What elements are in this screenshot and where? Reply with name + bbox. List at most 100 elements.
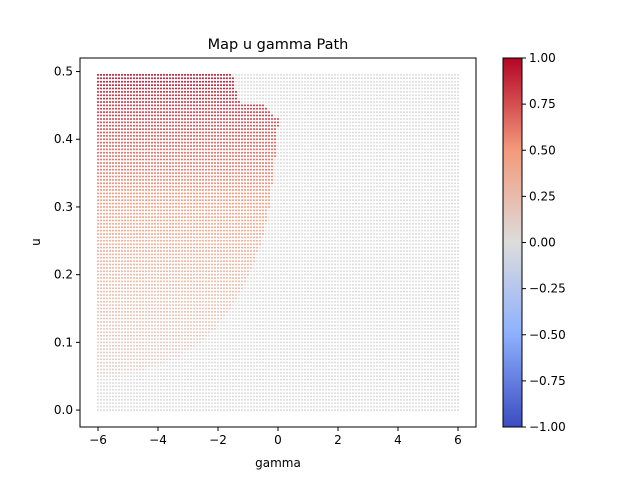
scatter-point — [190, 375, 192, 378]
scatter-point — [226, 321, 228, 324]
scatter-point — [121, 398, 123, 401]
scatter-point — [217, 287, 219, 290]
scatter-point — [109, 375, 111, 378]
scatter-point — [364, 388, 366, 391]
scatter-point — [337, 344, 339, 347]
scatter-point — [115, 344, 117, 347]
scatter-point — [244, 290, 246, 293]
scatter-point — [421, 317, 423, 320]
scatter-point — [445, 300, 447, 303]
scatter-point — [103, 392, 105, 395]
scatter-point — [406, 348, 408, 351]
scatter-point — [205, 304, 207, 307]
scatter-point — [400, 358, 402, 361]
scatter-point — [403, 334, 405, 337]
scatter-point — [193, 361, 195, 364]
scatter-point — [235, 365, 237, 368]
scatter-point — [229, 334, 231, 337]
scatter-point — [397, 351, 399, 354]
scatter-point — [106, 405, 108, 408]
scatter-point — [274, 321, 276, 324]
scatter-point — [388, 341, 390, 344]
scatter-point — [205, 409, 207, 412]
scatter-point — [286, 388, 288, 391]
scatter-point — [310, 321, 312, 324]
scatter-point — [430, 307, 432, 310]
scatter-point — [406, 371, 408, 374]
scatter-point — [103, 273, 105, 276]
scatter-point — [409, 283, 411, 286]
scatter-point — [193, 365, 195, 368]
scatter-point — [169, 331, 171, 334]
scatter-point — [433, 327, 435, 330]
scatter-point — [148, 287, 150, 290]
scatter-point — [370, 348, 372, 351]
scatter-point — [223, 327, 225, 330]
scatter-point — [304, 341, 306, 344]
scatter-point — [106, 381, 108, 384]
scatter-point — [310, 307, 312, 310]
scatter-point — [121, 273, 123, 276]
scatter-point — [367, 287, 369, 290]
scatter-point — [373, 273, 375, 276]
scatter-point — [160, 371, 162, 374]
scatter-point — [127, 381, 129, 384]
scatter-point — [457, 385, 459, 388]
scatter-point — [382, 365, 384, 368]
scatter-point — [436, 358, 438, 361]
scatter-point — [169, 321, 171, 324]
scatter-point — [184, 287, 186, 290]
scatter-point — [274, 337, 276, 340]
scatter-point — [355, 402, 357, 405]
scatter-point — [409, 280, 411, 283]
scatter-point — [226, 405, 228, 408]
scatter-point — [244, 361, 246, 364]
scatter-point — [124, 321, 126, 324]
scatter-point — [97, 385, 99, 388]
scatter-point — [415, 290, 417, 293]
scatter-point — [229, 375, 231, 378]
scatter-point — [412, 290, 414, 293]
scatter-point — [391, 398, 393, 401]
scatter-point — [217, 314, 219, 317]
scatter-point — [337, 385, 339, 388]
scatter-point — [211, 327, 213, 330]
scatter-point — [175, 310, 177, 313]
scatter-point — [118, 310, 120, 313]
scatter-point — [448, 358, 450, 361]
scatter-point — [379, 375, 381, 378]
scatter-point — [427, 344, 429, 347]
scatter-point — [433, 351, 435, 354]
scatter-point — [136, 385, 138, 388]
scatter-point — [244, 297, 246, 300]
scatter-point — [325, 344, 327, 347]
scatter-point — [298, 388, 300, 391]
scatter-point — [451, 293, 453, 296]
scatter-point — [115, 398, 117, 401]
scatter-point — [154, 280, 156, 283]
scatter-point — [454, 321, 456, 324]
scatter-point — [235, 300, 237, 303]
scatter-point — [175, 293, 177, 296]
scatter-point — [334, 331, 336, 334]
scatter-point — [400, 381, 402, 384]
scatter-point — [169, 378, 171, 381]
scatter-point — [109, 293, 111, 296]
scatter-point — [346, 375, 348, 378]
scatter-point — [394, 354, 396, 357]
scatter-point — [202, 307, 204, 310]
scatter-point — [187, 324, 189, 327]
scatter-point — [286, 392, 288, 395]
scatter-point — [250, 334, 252, 337]
scatter-point — [223, 287, 225, 290]
scatter-point — [379, 409, 381, 412]
scatter-point — [298, 368, 300, 371]
scatter-point — [193, 310, 195, 313]
scatter-point — [391, 368, 393, 371]
scatter-point — [382, 273, 384, 276]
scatter-point — [364, 304, 366, 307]
scatter-point — [331, 337, 333, 340]
scatter-point — [121, 270, 123, 273]
scatter-point — [370, 287, 372, 290]
scatter-point — [442, 314, 444, 317]
